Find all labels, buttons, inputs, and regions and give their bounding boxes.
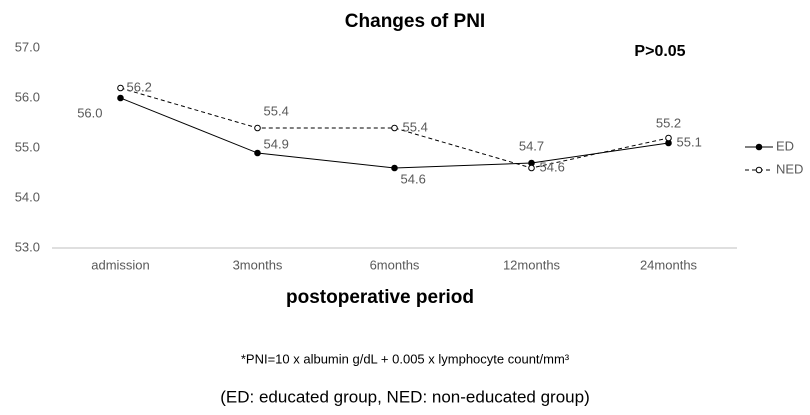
point [665,134,672,142]
data-label: 55.4 [264,103,289,118]
point [117,84,124,92]
x-tick-label: admission [91,257,150,272]
legend-label: NED [776,161,803,176]
legend-marker [755,143,763,151]
legend-label: ED [776,138,794,153]
series-line [120,97,669,169]
series-line [120,87,669,169]
point [528,164,535,172]
x-axis-label: postoperative period [286,287,474,308]
data-label: 54.6 [540,159,565,174]
point [254,124,261,132]
x-tick-label: 24months [640,257,698,272]
legend-marker [755,166,763,174]
point [391,164,398,172]
x-tick-label: 6months [370,257,420,272]
x-tick-label: 3months [233,257,283,272]
footnote: (ED: educated group, NED: non-educated g… [220,387,590,406]
y-tick-label: 57.0 [15,39,40,54]
point [391,124,398,132]
footnote: *PNI=10 x albumin g/dL + 0.005 x lymphoc… [241,351,570,366]
y-tick-label: 55.0 [15,139,40,154]
data-label: 55.1 [677,134,702,149]
data-label: 54.7 [519,138,544,153]
data-label: 56.0 [77,105,102,120]
point [117,94,124,102]
chart-title: Changes of PNI [345,11,485,32]
data-label: 54.9 [264,136,289,151]
y-tick-label: 53.0 [15,239,40,254]
data-label: 55.4 [403,119,428,134]
x-tick-label: 12months [503,257,561,272]
y-tick-label: 56.0 [15,89,40,104]
data-label: 55.2 [656,115,681,130]
y-tick-label: 54.0 [15,189,40,204]
data-label: 56.2 [127,79,152,94]
point [254,149,261,157]
annotation: P>0.05 [634,43,685,60]
data-label: 54.6 [401,171,426,186]
